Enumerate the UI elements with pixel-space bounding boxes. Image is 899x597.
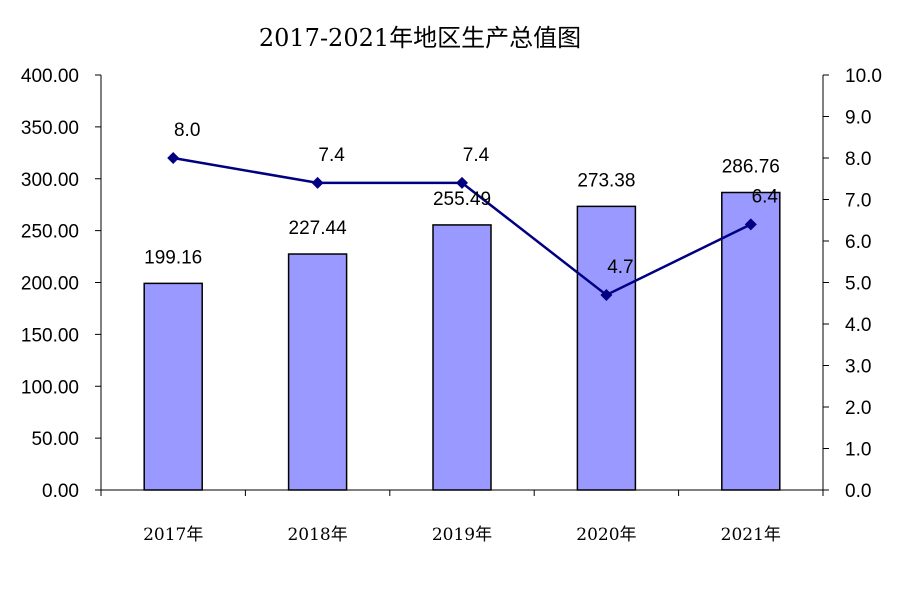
bar (289, 254, 347, 490)
bar (722, 192, 780, 490)
x-tick-label: 2018年 (287, 525, 347, 545)
y-right-tick-label: 10.0 (845, 66, 882, 87)
y-left-tick-label: 200.00 (21, 274, 79, 295)
y-right-tick-label: 2.0 (845, 398, 871, 419)
y-right-tick-label: 7.0 (845, 191, 871, 212)
x-tick-label: 2017年 (143, 525, 203, 545)
y-left-tick-label: 350.00 (21, 118, 79, 139)
y-left-tick-label: 50.00 (31, 429, 79, 450)
line-value-label: 4.7 (607, 257, 633, 278)
line-point (312, 177, 324, 189)
bar (577, 206, 635, 490)
line-value-label: 7.4 (318, 145, 345, 166)
line-value-label: 8.0 (174, 120, 200, 141)
bar-value-label: 199.16 (144, 247, 202, 268)
chart-title: 2017-2021年地区生产总值图 (259, 24, 581, 52)
y-right-tick-label: 6.0 (845, 232, 871, 253)
bar-series (144, 192, 780, 490)
y-left-tick-label: 250.00 (21, 222, 79, 243)
y-left-tick-label: 100.00 (21, 377, 79, 398)
y-left-tick-label: 0.00 (42, 481, 79, 502)
y-right-tick-label: 5.0 (845, 274, 871, 295)
bar-value-label: 273.38 (577, 170, 635, 191)
bar (144, 283, 202, 490)
y-right-tick-label: 8.0 (845, 149, 871, 170)
y-left-tick-label: 300.00 (21, 170, 79, 191)
y-right-tick-label: 4.0 (845, 315, 871, 336)
bar-value-label: 227.44 (289, 218, 348, 239)
y-right-tick-label: 1.0 (845, 440, 871, 461)
y-left-tick-label: 150.00 (21, 325, 79, 346)
bar-value-label: 255.49 (433, 189, 491, 210)
y-right-tick-label: 3.0 (845, 357, 871, 378)
bar (433, 225, 491, 490)
line-point (167, 152, 179, 164)
x-tick-label: 2020年 (576, 525, 636, 545)
y-left-tick-label: 400.00 (21, 66, 79, 87)
bar-value-label: 286.76 (722, 156, 780, 177)
x-tick-label: 2019年 (432, 525, 492, 545)
y-right-tick-label: 9.0 (845, 108, 871, 129)
y-right-tick-label: 0.0 (845, 481, 871, 502)
x-tick-label: 2021年 (721, 525, 781, 545)
line-value-label: 7.4 (463, 145, 490, 166)
line-value-label: 6.4 (752, 186, 779, 207)
